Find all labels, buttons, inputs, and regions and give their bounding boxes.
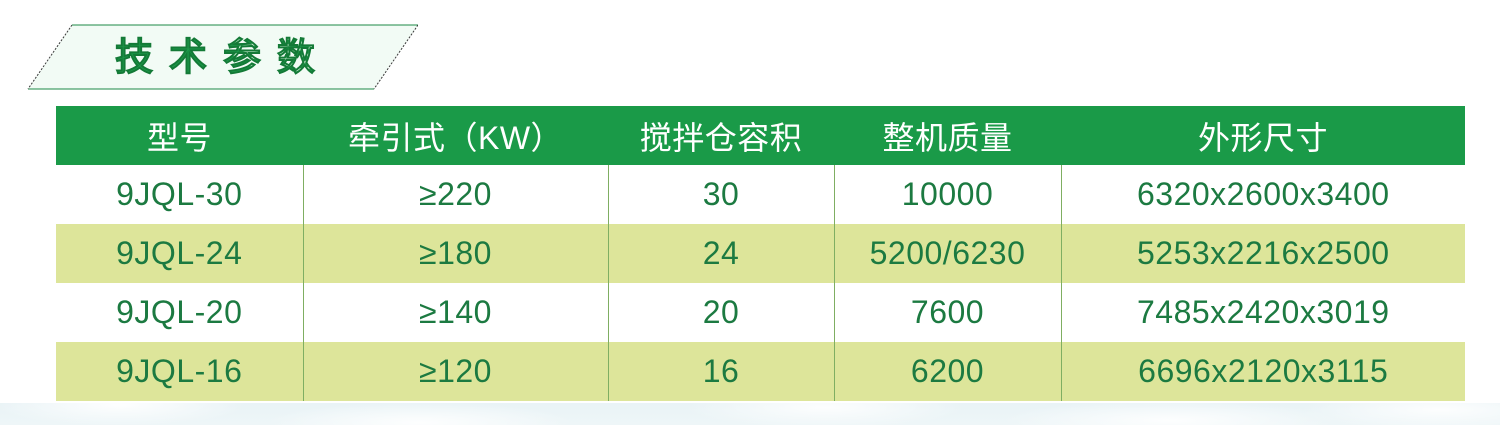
svg-text:技术参数: 技术参数 — [115, 37, 331, 79]
